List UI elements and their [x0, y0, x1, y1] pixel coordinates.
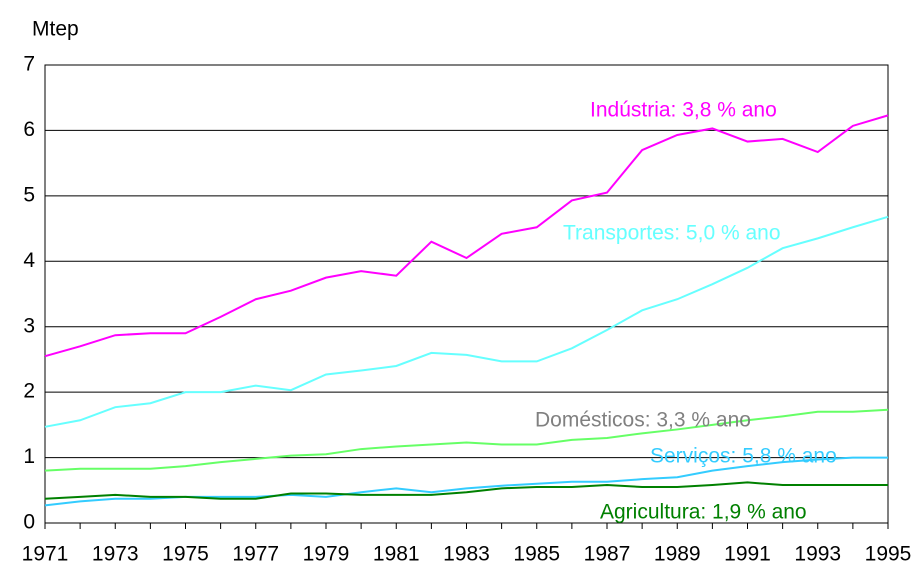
y-tick-label: 5 [23, 183, 35, 206]
series-label: Transportes: 5,0 % ano [563, 222, 781, 245]
x-tick-label: 1973 [92, 543, 139, 566]
x-tick-label: 1975 [162, 543, 209, 566]
x-tick-label: 1995 [865, 543, 912, 566]
series-line [44, 408, 889, 472]
series-label: Serviços: 5,8 % ano [650, 445, 837, 468]
x-tick-label: 1971 [22, 543, 69, 566]
series-line [44, 215, 889, 428]
y-tick-label: 6 [23, 118, 35, 141]
x-tick-label: 1981 [373, 543, 420, 566]
x-tick-label: 1991 [724, 543, 771, 566]
x-tick-label: 1987 [584, 543, 631, 566]
series-label: Agricultura: 1,9 % ano [600, 501, 807, 524]
y-tick-label: 3 [23, 314, 35, 337]
y-tick-label: 7 [23, 53, 35, 76]
y-tick-label: 1 [23, 445, 35, 468]
x-tick-label: 1977 [232, 543, 279, 566]
x-tick-label: 1985 [513, 543, 560, 566]
x-tick-label: 1979 [303, 543, 350, 566]
y-tick-label: 0 [23, 511, 35, 534]
series-label: Indústria: 3,8 % ano [590, 99, 777, 122]
y-axis-label: Mtep [32, 18, 79, 41]
y-tick-label: 2 [23, 380, 35, 403]
x-tick-label: 1989 [654, 543, 701, 566]
x-tick-label: 1993 [794, 543, 841, 566]
x-tick-label: 1983 [443, 543, 490, 566]
series-label: Domésticos: 3,3 % ano [535, 409, 751, 432]
y-tick-label: 4 [23, 249, 35, 272]
series-line [44, 481, 888, 500]
series-line [44, 114, 889, 358]
